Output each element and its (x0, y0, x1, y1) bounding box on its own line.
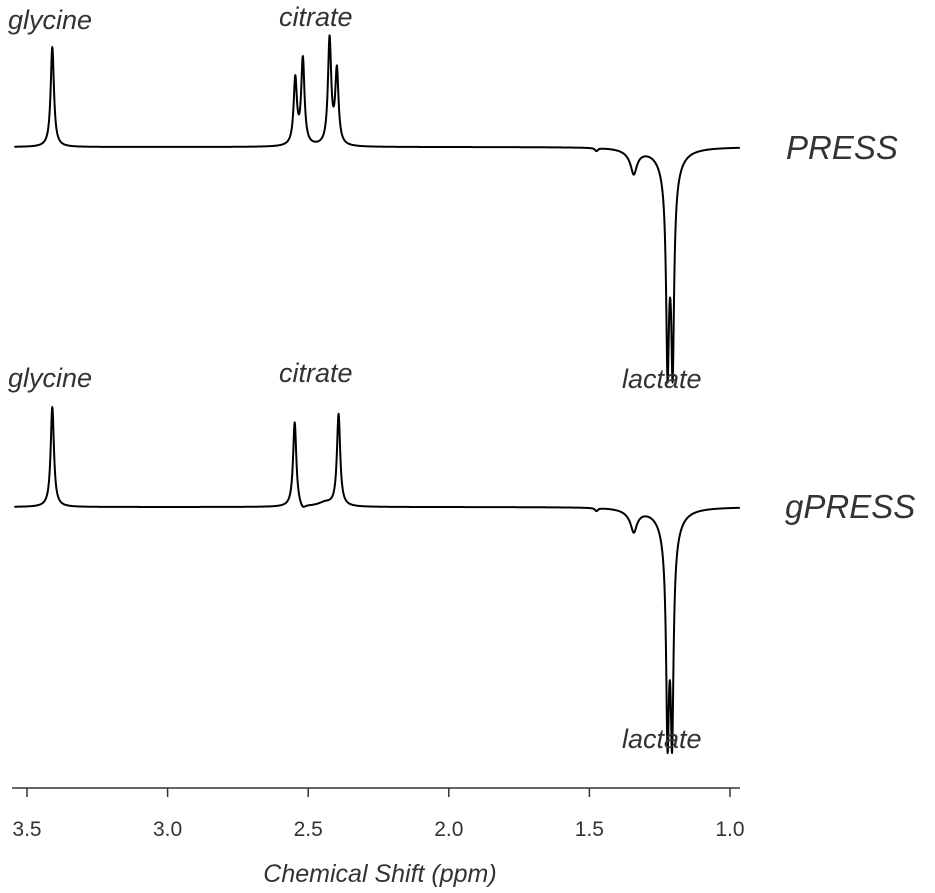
annotation-citrate-press: citrate (279, 2, 353, 32)
sequence-label-gpress: gPRESS (785, 488, 915, 525)
x-tick-label-3.5: 3.5 (12, 818, 41, 841)
annotation-lactate-lower: lactate (622, 724, 702, 754)
annotation-glycine-gpress: glycine (8, 363, 92, 393)
x-axis-ticks (26, 788, 731, 797)
sequence-label-press: PRESS (786, 129, 898, 166)
spectrum-trace-gpress (13, 406, 741, 755)
annotation-glycine-press: glycine (8, 5, 92, 35)
x-tick-label-3.0: 3.0 (153, 818, 182, 841)
x-tick-label-2.0: 2.0 (434, 818, 463, 841)
x-tick-label-1.0: 1.0 (715, 818, 744, 841)
x-tick-label-2.5: 2.5 (294, 818, 323, 841)
x-axis-title: Chemical Shift (ppm) (263, 860, 496, 888)
x-axis-tick-labels: 3.5 3.0 2.5 2.0 1.5 1.0 (12, 818, 744, 841)
annotation-citrate-gpress: citrate (279, 358, 353, 388)
x-tick-label-1.5: 1.5 (575, 818, 604, 841)
spectrum-trace-press (13, 34, 741, 384)
annotation-lactate-upper: lactate (622, 364, 702, 394)
